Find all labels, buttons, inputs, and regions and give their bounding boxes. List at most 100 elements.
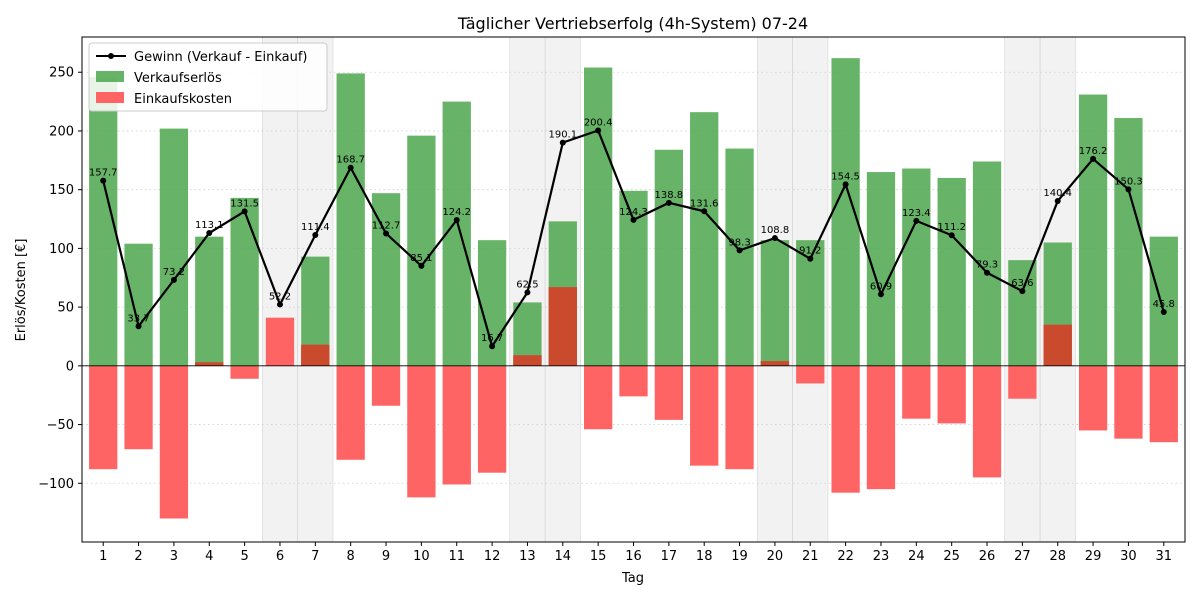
- profit-point: [1090, 155, 1097, 162]
- y-axis: −100 −50 0 50 100 150 200 250: [38, 66, 82, 492]
- x-tick-label: 9: [382, 549, 390, 564]
- sales-bar: [124, 243, 153, 366]
- cost-bar: [690, 365, 719, 466]
- profit-point: [842, 181, 849, 188]
- x-tick-label: 17: [661, 549, 678, 564]
- cost-bar: [619, 365, 648, 397]
- profit-point: [877, 291, 884, 298]
- profit-data-label: 131.5: [230, 198, 259, 209]
- weekend-band: [261, 36, 298, 543]
- sales-bars: [89, 58, 1178, 366]
- x-tick-label: 6: [276, 549, 284, 564]
- cost-bar: [442, 365, 471, 485]
- profit-point: [524, 289, 531, 296]
- profit-data-label: 60.9: [870, 281, 892, 292]
- x-tick-label: 27: [1014, 549, 1031, 564]
- profit-point: [913, 217, 920, 224]
- legend-label-profit: Gewinn (Verkauf - Einkauf): [134, 50, 307, 65]
- profit-data-label: 73.2: [163, 267, 185, 278]
- legend-label-sales: Verkaufserlös: [134, 71, 222, 86]
- cost-bar: [89, 365, 118, 470]
- x-tick-label: 2: [134, 549, 142, 564]
- x-tick-label: 28: [1049, 549, 1066, 564]
- profit-data-label: 154.5: [831, 171, 860, 182]
- x-tick-label: 22: [837, 549, 854, 564]
- profit-point: [312, 232, 319, 239]
- x-tick-label: 10: [413, 549, 430, 564]
- x-tick-label: 29: [1085, 549, 1102, 564]
- sales-bar: [407, 135, 436, 366]
- cost-bar: [654, 365, 683, 420]
- profit-data-label: 111.2: [937, 222, 966, 233]
- sales-bar: [760, 240, 790, 366]
- y-tick-label: 100: [49, 242, 74, 257]
- x-tick-label: 19: [731, 549, 748, 564]
- x-tick-label: 21: [802, 549, 819, 564]
- profit-data-label: 168.7: [336, 155, 365, 166]
- y-axis-title: Erlös/Kosten [€]: [14, 239, 29, 342]
- x-axis: 1 2 3 4 5 6 7 8 9 10 11 12 13 14 15 16 17 18 19 20 21 22 23 24 2…: [99, 542, 1172, 564]
- x-tick-label: 18: [696, 549, 713, 564]
- profit-data-label: 131.6: [690, 198, 719, 209]
- x-tick-label: 7: [311, 549, 319, 564]
- cost-bar: [902, 365, 931, 419]
- sales-bar: [336, 73, 365, 366]
- cost-bar: [124, 365, 153, 450]
- cost-bar: [725, 365, 754, 470]
- x-tick-label: 13: [519, 549, 536, 564]
- x-tick-label: 4: [205, 549, 213, 564]
- profit-point: [984, 269, 991, 276]
- cost-bar: [477, 365, 507, 473]
- cost-bar: [159, 365, 189, 519]
- cost-bar: [1078, 365, 1108, 431]
- chart-title: Täglicher Vertriebserfolg (4h-System) 07…: [457, 14, 808, 33]
- cost-bars: [89, 287, 1178, 519]
- profit-point: [100, 177, 107, 184]
- profit-data-label: 176.2: [1079, 146, 1108, 157]
- x-tick-label: 11: [448, 549, 465, 564]
- sales-bar: [584, 67, 613, 366]
- cost-bar-overlap: [195, 362, 224, 366]
- profit-point: [630, 216, 637, 223]
- profit-point: [807, 255, 814, 262]
- cost-bar: [371, 365, 401, 406]
- legend-swatch-costs: [96, 92, 124, 103]
- profit-data-label: 138.8: [655, 190, 684, 201]
- legend-label-costs: Einkaufskosten: [134, 92, 232, 107]
- y-tick-label: 200: [49, 124, 74, 139]
- cost-bar: [265, 317, 295, 366]
- x-tick-label: 5: [240, 549, 248, 564]
- y-tick-label: 250: [49, 66, 74, 81]
- profit-data-label: 190.1: [548, 130, 577, 141]
- sales-bar: [230, 197, 259, 366]
- profit-point: [1054, 197, 1061, 204]
- profit-point: [170, 276, 177, 283]
- sales-bar: [1114, 118, 1143, 366]
- profit-point: [418, 262, 425, 269]
- sales-bar: [690, 112, 719, 366]
- profit-data-label: 124.2: [442, 207, 471, 218]
- x-tick-label: 31: [1156, 549, 1173, 564]
- sales-bar: [902, 168, 931, 366]
- profit-data-label: 52.2: [269, 292, 291, 303]
- legend-line-marker: [108, 53, 114, 59]
- sales-bar: [1008, 260, 1037, 366]
- profit-point: [276, 301, 283, 308]
- x-tick-label: 15: [590, 549, 607, 564]
- profit-data-label: 157.7: [89, 168, 118, 179]
- cost-bar: [1008, 365, 1037, 399]
- cost-bar-overlap: [548, 287, 577, 366]
- sales-bar: [371, 193, 401, 366]
- x-tick-label: 30: [1120, 549, 1137, 564]
- profit-point: [1019, 288, 1026, 295]
- profit-point: [241, 208, 248, 215]
- sales-bar: [937, 177, 966, 366]
- profit-data-label: 79.3: [976, 260, 998, 271]
- sales-bar: [866, 172, 896, 366]
- profit-data-label: 123.4: [902, 208, 931, 219]
- y-tick-label: −100: [38, 477, 74, 492]
- cost-bar-overlap: [513, 355, 542, 366]
- cost-bar-overlap: [1043, 324, 1072, 366]
- sales-bar: [1149, 236, 1178, 366]
